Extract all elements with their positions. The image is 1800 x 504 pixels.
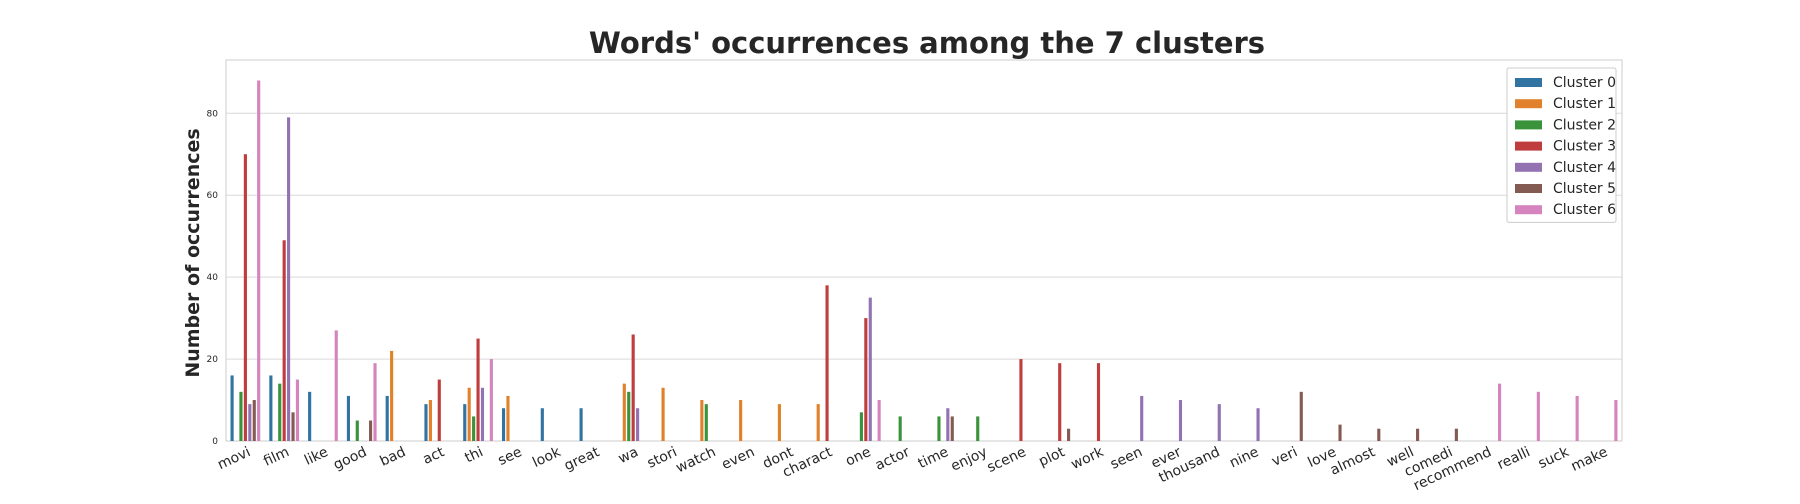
bar xyxy=(622,383,626,441)
bar xyxy=(1067,428,1071,441)
legend-label: Cluster 2 xyxy=(1553,117,1616,133)
bar xyxy=(976,416,980,441)
bar xyxy=(269,375,273,441)
bar xyxy=(1256,408,1260,441)
legend-swatch xyxy=(1515,184,1542,193)
bar xyxy=(437,379,441,441)
bar xyxy=(1299,391,1303,441)
chart-title: Words' occurrences among the 7 clusters xyxy=(589,26,1265,60)
y-tick-label: 40 xyxy=(207,273,219,283)
legend-swatch xyxy=(1515,141,1542,151)
bar xyxy=(937,416,941,441)
bar xyxy=(257,80,261,441)
bar xyxy=(1614,400,1618,441)
bar xyxy=(540,408,544,441)
bar xyxy=(704,404,708,441)
bar xyxy=(472,416,476,441)
bar xyxy=(825,285,829,441)
bar xyxy=(627,391,631,441)
bar xyxy=(700,400,704,441)
legend-label: Cluster 6 xyxy=(1553,202,1616,218)
plot-frame xyxy=(225,59,1623,442)
bar xyxy=(631,334,635,441)
y-tick-label: 0 xyxy=(212,437,218,447)
bar xyxy=(428,400,432,441)
bar xyxy=(287,117,291,442)
bar xyxy=(467,387,471,441)
bar xyxy=(1140,395,1144,441)
bar xyxy=(346,395,350,441)
bar xyxy=(230,375,234,441)
bar xyxy=(1058,363,1062,441)
bar xyxy=(950,416,954,441)
bar xyxy=(1575,395,1579,441)
bar xyxy=(476,338,480,441)
bar xyxy=(308,391,312,441)
bar xyxy=(424,404,428,441)
bar xyxy=(864,318,868,441)
bar xyxy=(859,412,863,441)
bar xyxy=(243,154,247,441)
bar xyxy=(252,400,256,441)
bar xyxy=(489,359,493,441)
bar xyxy=(636,408,640,441)
bar xyxy=(1377,428,1381,441)
bar xyxy=(282,240,286,441)
bar xyxy=(463,404,467,441)
bar xyxy=(579,408,583,441)
legend-swatch xyxy=(1515,162,1542,172)
bar xyxy=(506,395,510,441)
bar xyxy=(777,404,781,441)
legend-swatch xyxy=(1515,120,1542,130)
y-tick-label: 60 xyxy=(207,191,219,201)
bar xyxy=(1217,404,1221,441)
legend-label: Cluster 4 xyxy=(1553,160,1616,176)
bar xyxy=(369,420,373,441)
bar xyxy=(661,387,665,441)
bar xyxy=(1498,383,1502,441)
legend-swatch xyxy=(1515,78,1542,87)
bar xyxy=(385,395,389,441)
bar xyxy=(291,412,295,441)
bar xyxy=(480,387,485,441)
y-tick-label: 80 xyxy=(207,109,219,119)
legend: Cluster 0 Cluster 1 Cluster 2 Cluster 3 Clus… xyxy=(1506,67,1617,223)
legend-label: Cluster 1 xyxy=(1553,96,1616,112)
bar xyxy=(1416,428,1420,441)
y-axis-label: Number of occurrences xyxy=(182,128,204,377)
legend-swatch xyxy=(1515,205,1542,215)
bar xyxy=(334,330,338,441)
bar xyxy=(295,379,300,441)
legend-swatch xyxy=(1515,99,1542,109)
bar xyxy=(248,404,252,441)
bar xyxy=(278,383,282,441)
bar xyxy=(1178,400,1183,441)
y-tick-label: 20 xyxy=(207,355,219,365)
bar xyxy=(390,350,394,441)
bar xyxy=(946,408,950,441)
bar xyxy=(373,363,377,441)
bar xyxy=(1096,363,1101,441)
bar xyxy=(1338,424,1342,441)
bar xyxy=(239,391,243,441)
bar xyxy=(898,416,902,441)
bar xyxy=(739,400,743,441)
bar xyxy=(816,404,820,441)
bar xyxy=(1536,391,1540,441)
bar xyxy=(501,408,506,441)
bar xyxy=(355,420,359,441)
bar xyxy=(1019,359,1023,441)
legend-label: Cluster 5 xyxy=(1553,181,1616,197)
bar xyxy=(1454,428,1458,441)
x-tick-label: wa xyxy=(616,444,641,467)
bar xyxy=(877,400,881,441)
x-tick-label: thi xyxy=(462,444,485,466)
bar xyxy=(868,297,872,441)
legend-label: Cluster 0 xyxy=(1553,75,1616,91)
legend-label: Cluster 3 xyxy=(1553,139,1616,155)
